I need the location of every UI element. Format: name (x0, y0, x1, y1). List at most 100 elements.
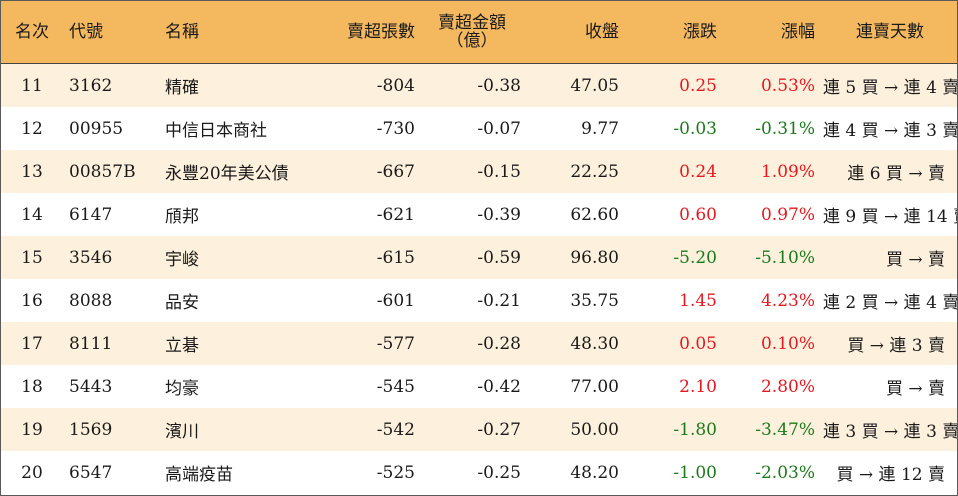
cell-name: 永豐20年美公債 (153, 150, 335, 193)
cell-net-sell-lots: -667 (335, 150, 423, 193)
cell-net-sell-amount: -0.25 (423, 451, 529, 494)
cell-net-sell-lots: -545 (335, 365, 423, 408)
cell-close: 62.60 (529, 193, 627, 236)
cell-net-sell-lots: -804 (335, 63, 423, 107)
cell-net-sell-lots: -577 (335, 322, 423, 365)
cell-rank: 19 (1, 408, 63, 451)
table-row: 11 3162 精確 -804 -0.38 47.05 0.25 0.53% 連 5 買 → 連… (1, 63, 957, 107)
cell-net-sell-amount: -0.39 (423, 193, 529, 236)
cell-streak: 買 → 賣 (823, 236, 957, 279)
header-net-sell-lots: 賣超張數 (335, 1, 423, 64)
cell-code: 6547 (63, 451, 153, 494)
cell-code: 3162 (63, 63, 153, 107)
cell-rank: 18 (1, 365, 63, 408)
header-change-pct: 漲幅 (725, 1, 823, 64)
cell-change: 0.24 (627, 150, 725, 193)
cell-change-pct: 0.10% (725, 322, 823, 365)
cell-close: 77.00 (529, 365, 627, 408)
cell-code: 00955 (63, 107, 153, 150)
cell-close: 9.77 (529, 107, 627, 150)
cell-change-pct: 1.09% (725, 150, 823, 193)
cell-net-sell-lots: -525 (335, 451, 423, 494)
cell-close: 35.75 (529, 279, 627, 322)
cell-change-pct: 2.80% (725, 365, 823, 408)
cell-name: 濱川 (153, 408, 335, 451)
cell-net-sell-lots: -601 (335, 279, 423, 322)
header-rank: 名次 (1, 1, 63, 64)
cell-net-sell-lots: -615 (335, 236, 423, 279)
table-row: 14 6147 頎邦 -621 -0.39 62.60 0.60 0.97% 連 9 買 → 連… (1, 193, 957, 236)
cell-streak: 連 4 買 → 連 3 賣 (823, 107, 957, 150)
cell-rank: 17 (1, 322, 63, 365)
cell-change: 1.45 (627, 279, 725, 322)
table-row: 18 5443 均豪 -545 -0.42 77.00 2.10 2.80% 買 → 賣 (1, 365, 957, 408)
cell-change-pct: -3.47% (725, 408, 823, 451)
cell-net-sell-lots: -621 (335, 193, 423, 236)
header-row: 名次 代號 名稱 賣超張數 賣超金額 （億） 收盤 漲跌 漲幅 連賣天數 (1, 1, 957, 64)
cell-change: 0.60 (627, 193, 725, 236)
table-row: 16 8088 品安 -601 -0.21 35.75 1.45 4.23% 連 2 買 → 連… (1, 279, 957, 322)
cell-code: 1569 (63, 408, 153, 451)
cell-code: 6147 (63, 193, 153, 236)
cell-name: 立碁 (153, 322, 335, 365)
cell-net-sell-amount: -0.07 (423, 107, 529, 150)
cell-rank: 20 (1, 451, 63, 494)
table-header: 名次 代號 名稱 賣超張數 賣超金額 （億） 收盤 漲跌 漲幅 連賣天數 (1, 1, 957, 64)
cell-code: 00857B (63, 150, 153, 193)
table-row: 15 3546 宇峻 -615 -0.59 96.80 -5.20 -5.10% 買 → 賣 (1, 236, 957, 279)
cell-change-pct: -5.10% (725, 236, 823, 279)
cell-net-sell-amount: -0.27 (423, 408, 529, 451)
cell-change: 2.10 (627, 365, 725, 408)
table-body: 11 3162 精確 -804 -0.38 47.05 0.25 0.53% 連 5 買 → 連… (1, 63, 957, 494)
cell-rank: 12 (1, 107, 63, 150)
cell-streak: 連 3 買 → 連 3 賣 (823, 408, 957, 451)
cell-rank: 15 (1, 236, 63, 279)
cell-name: 頎邦 (153, 193, 335, 236)
cell-streak: 買 → 賣 (823, 365, 957, 408)
cell-change-pct: 0.97% (725, 193, 823, 236)
cell-change-pct: -2.03% (725, 451, 823, 494)
table-row: 20 6547 高端疫苗 -525 -0.25 48.20 -1.00 -2.03% 買 → 連… (1, 451, 957, 494)
table-row: 13 00857B 永豐20年美公債 -667 -0.15 22.25 0.24 1.09% 連… (1, 150, 957, 193)
cell-code: 3546 (63, 236, 153, 279)
cell-change: 0.25 (627, 63, 725, 107)
cell-streak: 連 2 買 → 連 4 賣 (823, 279, 957, 322)
cell-net-sell-amount: -0.59 (423, 236, 529, 279)
table-row: 17 8111 立碁 -577 -0.28 48.30 0.05 0.10% 買 → 連 3 賣 (1, 322, 957, 365)
cell-code: 8111 (63, 322, 153, 365)
cell-streak: 買 → 連 3 賣 (823, 322, 957, 365)
cell-close: 47.05 (529, 63, 627, 107)
cell-streak: 連 9 買 → 連 14 賣 (823, 193, 957, 236)
cell-rank: 14 (1, 193, 63, 236)
cell-net-sell-amount: -0.42 (423, 365, 529, 408)
cell-change-pct: 4.23% (725, 279, 823, 322)
cell-name: 中信日本商社 (153, 107, 335, 150)
cell-net-sell-amount: -0.38 (423, 63, 529, 107)
header-code: 代號 (63, 1, 153, 64)
table-row: 12 00955 中信日本商社 -730 -0.07 9.77 -0.03 -0.31% 連 4… (1, 107, 957, 150)
cell-net-sell-lots: -542 (335, 408, 423, 451)
cell-change: -5.20 (627, 236, 725, 279)
cell-name: 精確 (153, 63, 335, 107)
table-row: 19 1569 濱川 -542 -0.27 50.00 -1.80 -3.47% 連 3 買 →… (1, 408, 957, 451)
header-streak: 連賣天數 (823, 1, 957, 64)
cell-name: 品安 (153, 279, 335, 322)
cell-code: 8088 (63, 279, 153, 322)
cell-change: -1.80 (627, 408, 725, 451)
cell-streak: 買 → 連 12 賣 (823, 451, 957, 494)
cell-rank: 16 (1, 279, 63, 322)
cell-streak: 連 6 買 → 賣 (823, 150, 957, 193)
cell-code: 5443 (63, 365, 153, 408)
cell-close: 96.80 (529, 236, 627, 279)
cell-close: 48.30 (529, 322, 627, 365)
cell-net-sell-lots: -730 (335, 107, 423, 150)
cell-rank: 11 (1, 63, 63, 107)
header-name: 名稱 (153, 1, 335, 64)
cell-close: 48.20 (529, 451, 627, 494)
cell-close: 22.25 (529, 150, 627, 193)
cell-change-pct: 0.53% (725, 63, 823, 107)
header-net-sell-amount-line1: 賣超金額 (438, 13, 506, 33)
cell-change: -1.00 (627, 451, 725, 494)
